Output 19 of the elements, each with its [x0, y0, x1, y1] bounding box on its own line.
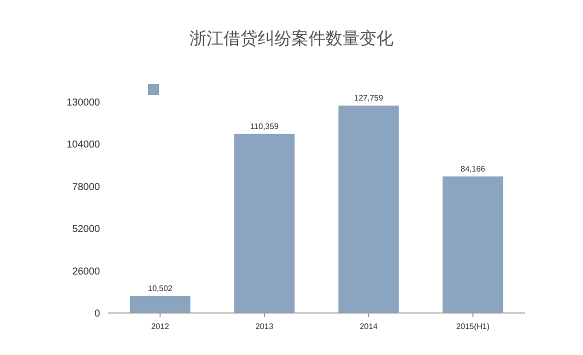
- y-tick-label: 0: [94, 308, 100, 320]
- x-tick-label: 2014: [360, 322, 378, 331]
- y-tick-label: 52000: [72, 224, 100, 236]
- data-label: 10,502: [148, 284, 173, 293]
- bar: [130, 296, 190, 313]
- x-tick-label: 2013: [255, 322, 274, 331]
- chart-title: 浙江借贷纠纷案件数量变化: [190, 29, 394, 48]
- y-tick-label: 104000: [66, 140, 100, 151]
- bar: [338, 106, 399, 313]
- x-tick-label: 2015(H1): [456, 322, 490, 331]
- bar: [234, 134, 295, 313]
- bar: [442, 176, 504, 313]
- data-label: 84,166: [460, 164, 486, 174]
- y-tick-label: 78000: [72, 182, 100, 193]
- data-label: 127,759: [354, 94, 384, 103]
- data-label: 110,359: [250, 122, 280, 131]
- y-tick-label: 26000: [72, 266, 100, 278]
- y-tick-label: 130000: [66, 98, 100, 108]
- x-tick-label: 2012: [151, 322, 170, 331]
